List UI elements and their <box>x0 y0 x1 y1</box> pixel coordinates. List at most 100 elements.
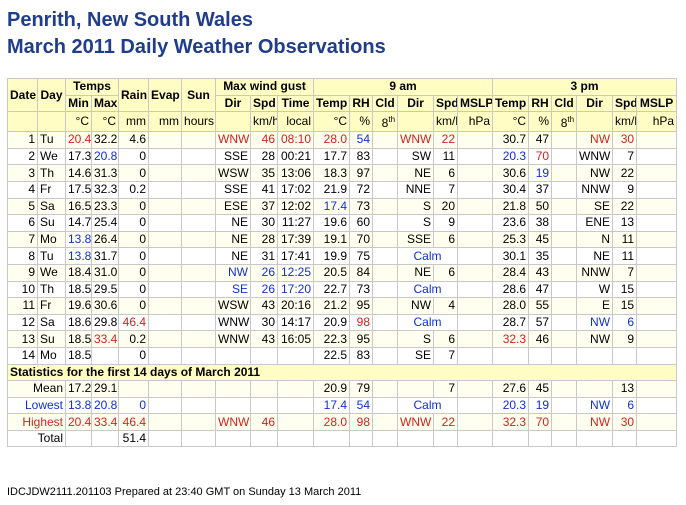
cell-min: 17.5 <box>65 180 92 199</box>
wind-spd-s9: 7 <box>433 346 459 365</box>
stats-gspd <box>250 380 279 398</box>
wind-spd-s9: 11 <box>433 147 459 166</box>
stats-rain: 46.4 <box>118 413 150 431</box>
stats-rain <box>118 380 150 398</box>
wind-dir-d9: S <box>397 197 435 216</box>
table-row: 9 We 18.4 31.0 0 NW 26 12:25 20.5 84 NE 6 28.4 43 NNW 7 <box>7 263 678 282</box>
unit-evap: mm <box>148 111 183 133</box>
stats-heading: Statistics for the first 14 days of Marc… <box>6 363 678 382</box>
cell-p3 <box>636 330 678 348</box>
cell-gtime: 00:21 <box>277 147 315 166</box>
cell-min: 20.4 <box>65 131 92 149</box>
unit-cld-3pm: 8th <box>551 111 578 133</box>
cell-c9 <box>372 297 399 315</box>
stats-c3 <box>551 413 578 431</box>
stats-rain: 51.4 <box>118 429 150 448</box>
unit-gust-spd: km/h <box>250 111 279 133</box>
cell-rh3: 50 <box>528 197 553 216</box>
stats-rh9: 54 <box>349 396 374 415</box>
cell-gtime: 12:25 <box>277 263 315 282</box>
cell-sun <box>181 131 217 149</box>
cell-p3 <box>636 180 678 199</box>
stats-label: Highest <box>7 413 66 431</box>
cell-gdir: NE <box>215 214 252 232</box>
cell-gtime: 11:27 <box>277 214 315 232</box>
cell-gtime: 17:20 <box>277 280 315 299</box>
units-row: °C°Cmmmmhourskm/hlocal°C%8thkm/hhPa°C%8t… <box>7 111 678 133</box>
cell-sun <box>181 147 217 166</box>
cell-evap <box>148 131 183 149</box>
wind-calm-d9: Calm <box>397 280 459 299</box>
cell-p3 <box>636 230 678 249</box>
cell-date: 10 <box>7 280 38 299</box>
cell-sun <box>181 247 217 265</box>
cell-t3 <box>492 346 530 365</box>
stats-rh9 <box>349 429 374 448</box>
cell-p9 <box>457 180 494 199</box>
cell-c3 <box>551 131 578 149</box>
cell-t3: 30.4 <box>492 180 530 199</box>
table-row: 6 Su 14.7 25.4 0 NE 30 11:27 19.6 60 S 9 23.6 38 ENE 13 <box>7 214 678 232</box>
stats-c9 <box>372 396 399 415</box>
cell-c9 <box>372 230 399 249</box>
cell-p9 <box>457 330 494 348</box>
cell-gtime: 16:05 <box>277 330 315 348</box>
wind-dir-d9 <box>397 429 435 448</box>
wind-dir-d9: S <box>397 214 435 232</box>
cell-rh3: 37 <box>528 180 553 199</box>
cell-gtime: 17:02 <box>277 180 315 199</box>
wind-dir-d9: NE <box>397 164 435 182</box>
cell-rain: 0 <box>118 214 150 232</box>
wind-dir-d3: NW <box>576 330 614 348</box>
wind-spd-s9: 22 <box>433 413 459 431</box>
cell-c3 <box>551 247 578 265</box>
wind-spd-s3: 22 <box>612 164 638 182</box>
cell-rh9: 84 <box>349 263 374 282</box>
header-mslp-9am: MSLP <box>457 94 494 113</box>
cell-gtime <box>277 346 315 365</box>
cell-t9: 20.9 <box>313 313 351 332</box>
table-row: 3 Th 14.6 31.3 0 WSW 35 13:06 18.3 97 NE 6 30.6 19 NW 2… <box>7 164 678 182</box>
table-row: 11 Fr 19.6 30.6 0 WSW 43 20:16 21.2 95 NW 4 28.0 55 E 1… <box>7 297 678 315</box>
cell-t9: 21.2 <box>313 297 351 315</box>
stats-max: 20.8 <box>90 396 120 415</box>
stats-rh3: 19 <box>528 396 553 415</box>
stats-rh3: 45 <box>528 380 553 398</box>
cell-c9 <box>372 313 399 332</box>
cell-evap <box>148 230 183 249</box>
cell-evap <box>148 247 183 265</box>
cell-gspd: 26 <box>250 263 279 282</box>
cell-day: We <box>37 263 66 282</box>
cell-day: Tu <box>37 131 66 149</box>
unit-blank <box>215 111 252 133</box>
stats-sun <box>181 429 217 448</box>
stats-p3 <box>636 396 678 415</box>
cell-sun <box>181 280 217 299</box>
cell-sun <box>181 197 217 216</box>
cell-t9: 18.3 <box>313 164 351 182</box>
cell-rh9: 73 <box>349 197 374 216</box>
unit-rh-3pm: % <box>528 111 553 133</box>
cell-sun <box>181 346 217 365</box>
wind-spd-s3: 30 <box>612 131 638 149</box>
cell-rain: 0 <box>118 280 150 299</box>
cell-t3: 23.6 <box>492 214 530 232</box>
stats-evap <box>148 429 183 448</box>
wind-spd-s9: 6 <box>433 164 459 182</box>
unit-blank <box>397 111 435 133</box>
stats-sun <box>181 413 217 431</box>
cell-min: 18.5 <box>65 280 92 299</box>
header-max: Max <box>90 94 120 113</box>
cell-rh3: 45 <box>528 230 553 249</box>
cell-sun <box>181 214 217 232</box>
stats-p3 <box>636 429 678 448</box>
cell-gspd: 28 <box>250 147 279 166</box>
cell-gtime: 17:39 <box>277 230 315 249</box>
cell-gdir: WSW <box>215 297 252 315</box>
cell-date: 1 <box>7 131 38 149</box>
cell-t3: 28.6 <box>492 280 530 299</box>
wind-dir-d3 <box>576 346 614 365</box>
stats-gspd: 46 <box>250 413 279 431</box>
table-row: 13 Su 18.5 33.4 0.2 WNW 43 16:05 22.3 95 S 6 32.3 46 N… <box>7 330 678 348</box>
cell-c9 <box>372 164 399 182</box>
